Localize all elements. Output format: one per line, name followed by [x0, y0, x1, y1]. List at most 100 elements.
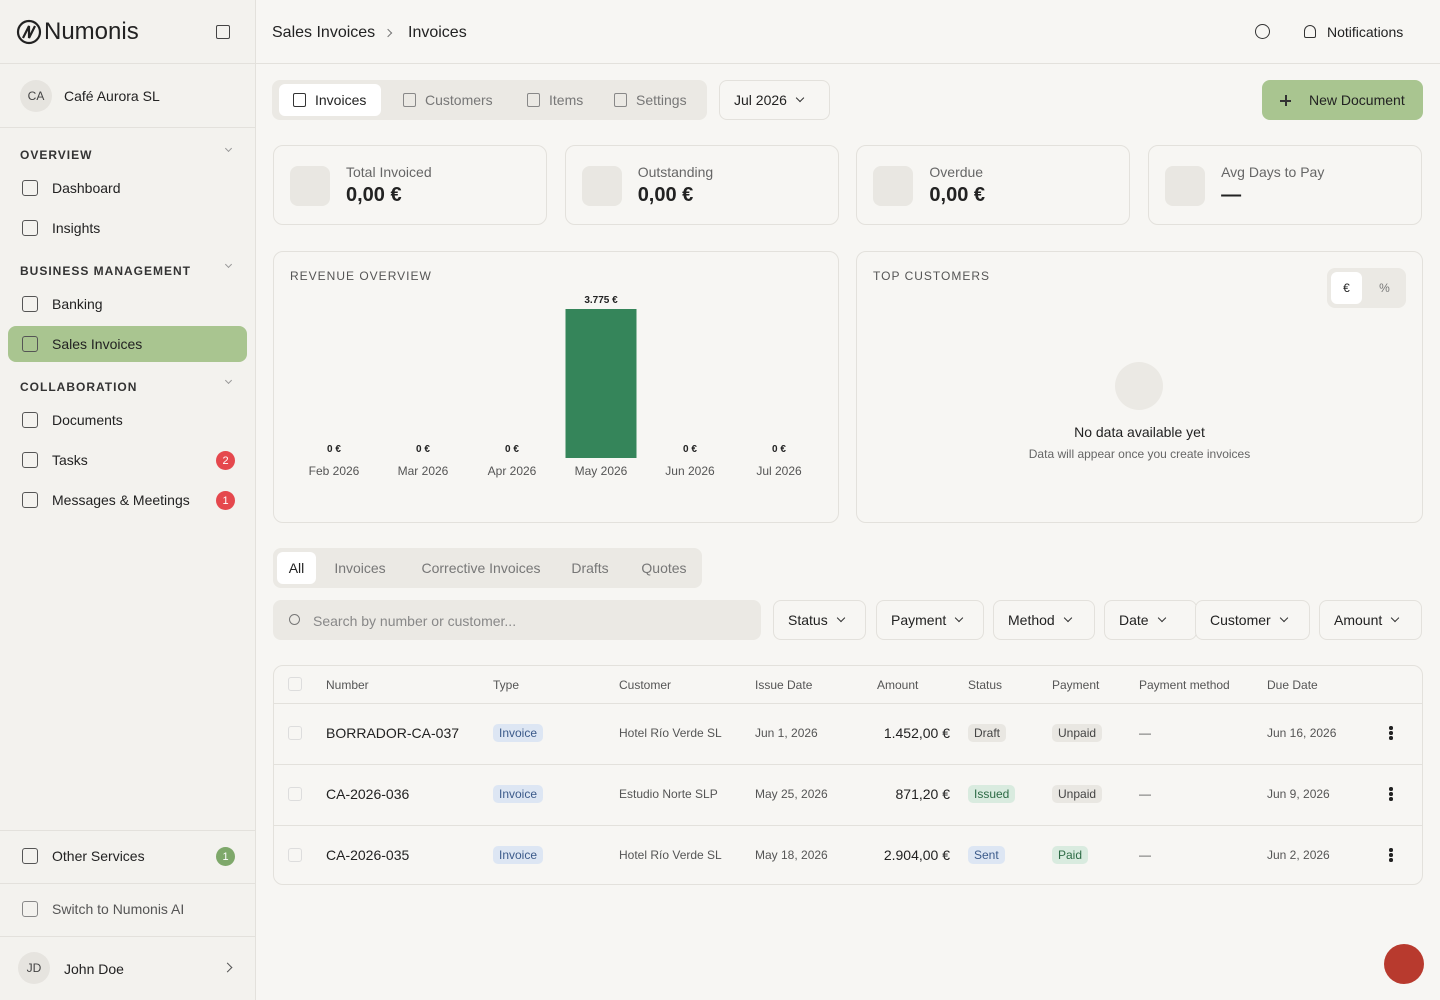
revenue-card: REVENUE OVERVIEW 0 € Feb 2026 0 € Mar 2026 0 … — [273, 251, 839, 523]
toggle-option[interactable]: % — [1379, 281, 1390, 295]
category-label: Jun 2026 — [665, 464, 715, 478]
nav-icon — [22, 180, 38, 196]
filter-button[interactable]: Method — [993, 600, 1095, 640]
column-header: Customer — [619, 678, 672, 692]
value-label: 0 € — [505, 444, 519, 455]
chevron — [224, 260, 233, 269]
kpi-label: Overdue — [929, 164, 984, 180]
amount: 2.904,00 € — [883, 847, 950, 863]
filter-tab[interactable]: Invoices — [334, 560, 386, 576]
nav-item[interactable]: Sales Invoices — [8, 326, 247, 362]
amount: 871,20 € — [895, 786, 951, 802]
tab-label: Customers — [425, 92, 493, 108]
tab[interactable]: Settings — [600, 84, 697, 116]
filter-tab[interactable]: All — [277, 552, 316, 584]
invoice-number[interactable]: BORRADOR-CA-037 — [326, 725, 460, 741]
value-label: 0 € — [772, 444, 786, 455]
filter-button[interactable]: Payment — [876, 600, 984, 640]
kpi-card: Avg Days to Pay — — [1148, 145, 1423, 225]
checkbox[interactable] — [288, 787, 302, 801]
invoice-number[interactable]: CA-2026-036 — [326, 786, 410, 802]
column-header[interactable]: Number — [326, 678, 369, 692]
nav-item[interactable]: Documents — [8, 402, 247, 438]
nav-item[interactable]: Insights — [8, 210, 247, 246]
filter-tab[interactable]: Corrective Invoices — [421, 560, 541, 576]
row-menu[interactable] — [1389, 726, 1393, 740]
period: Jul 2026 — [734, 92, 787, 108]
nav-item[interactable]: Messages & Meetings 1 — [8, 482, 247, 518]
checkbox[interactable] — [288, 677, 302, 691]
category-label: Feb 2026 — [309, 464, 360, 478]
chevron — [1279, 613, 1288, 623]
nav-label: Other Services — [52, 848, 145, 864]
invoice-table: Number Type Customer Issue Date Amount Status… — [273, 665, 1423, 885]
row-divider — [274, 703, 1422, 704]
type-pill: Invoice — [493, 724, 544, 742]
breadcrumb-sep — [383, 28, 393, 38]
plus-v — [1285, 95, 1287, 106]
revenue-chart: 0 € Feb 2026 0 € Mar 2026 0 € Apr 2026 3.775 €… — [309, 295, 802, 478]
cell: Hotel Río Verde SL — [619, 726, 722, 740]
period-select[interactable]: Jul 2026 — [719, 80, 830, 120]
column-header[interactable]: Issue Date — [755, 678, 813, 692]
nav-item[interactable]: Dashboard — [8, 170, 247, 206]
empty-icon — [1115, 362, 1163, 410]
tab[interactable]: Invoices — [279, 84, 381, 116]
user-name[interactable]: John Doe — [64, 961, 124, 977]
toggle-option[interactable]: € — [1331, 272, 1362, 304]
filter-button[interactable]: Customer — [1195, 600, 1310, 640]
status-pill: Issued — [968, 785, 1016, 803]
filter-label: Status — [788, 612, 828, 628]
filter-label: Method — [1008, 612, 1055, 628]
nav-icon — [22, 296, 38, 312]
nav-icon — [22, 336, 38, 352]
column-header: Payment method — [1139, 678, 1230, 692]
tab[interactable]: Customers — [389, 84, 501, 116]
filter-button[interactable]: Date — [1104, 600, 1197, 640]
breadcrumb[interactable]: Sales Invoices — [272, 24, 376, 41]
checkbox[interactable] — [288, 848, 302, 862]
help-button[interactable] — [1255, 24, 1270, 39]
row-divider — [274, 764, 1422, 765]
invoice-number[interactable]: CA-2026-035 — [326, 847, 410, 863]
collapse-button[interactable] — [216, 25, 230, 39]
type-pill: Invoice — [493, 785, 544, 803]
column-header[interactable]: Amount — [877, 678, 919, 692]
row-menu[interactable] — [1389, 848, 1393, 862]
row-menu[interactable] — [1389, 787, 1393, 801]
tab[interactable]: Items — [513, 84, 589, 116]
notifications[interactable]: Notifications — [1327, 24, 1404, 40]
divider — [0, 63, 256, 64]
nav-label: Documents — [52, 412, 123, 428]
divider — [0, 830, 256, 831]
value-label: 0 € — [416, 444, 430, 455]
filter-tab[interactable]: Quotes — [641, 560, 687, 576]
company-name[interactable]: Café Aurora SL — [64, 88, 160, 104]
badge: 2 — [216, 451, 235, 470]
dot — [1389, 858, 1393, 862]
column-header[interactable]: Due Date — [1267, 678, 1318, 692]
tab-bar: Invoices Customers Items Settings — [272, 80, 707, 120]
filter-button[interactable]: Amount — [1319, 600, 1422, 640]
switch-ai[interactable]: Switch to Numonis AI — [8, 891, 247, 927]
nav-item[interactable]: Tasks 2 — [8, 442, 247, 478]
filter-button[interactable]: Status — [773, 600, 866, 640]
nav-label: Switch to Numonis AI — [52, 901, 185, 917]
checkbox[interactable] — [288, 726, 302, 740]
nav-item[interactable]: Other Services 1 — [8, 838, 247, 874]
amount: 1.452,00 € — [883, 725, 950, 741]
nav-item[interactable]: Banking — [8, 286, 247, 322]
tab-icon — [293, 93, 306, 107]
filter-tab[interactable]: Drafts — [571, 560, 609, 576]
new-document[interactable]: New Document — [1262, 80, 1423, 120]
bug-report-button[interactable] — [1384, 944, 1424, 984]
kpi-icon — [290, 166, 330, 206]
dot — [1389, 726, 1393, 730]
kpi-label: Outstanding — [637, 164, 714, 180]
cell: Jun 9, 2026 — [1267, 787, 1330, 801]
search-box[interactable]: Search by number or customer... — [273, 600, 761, 640]
value-label: 0 € — [683, 444, 697, 455]
column-header: Status — [968, 678, 1003, 692]
nav-label: Messages & Meetings — [52, 492, 190, 508]
